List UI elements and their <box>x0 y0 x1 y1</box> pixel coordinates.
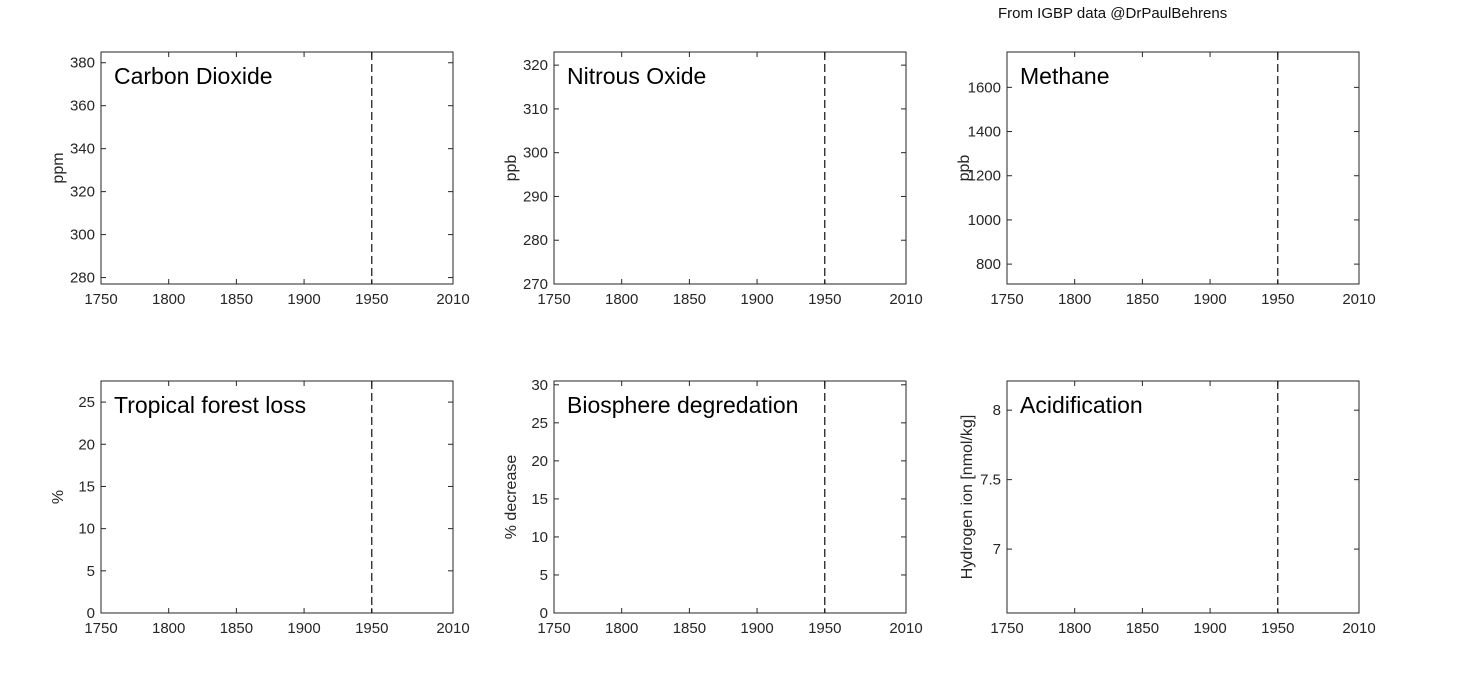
axes-box <box>1006 380 1360 614</box>
y-tick-label: 1400 <box>968 124 1001 141</box>
x-tick-label: 1950 <box>355 291 388 308</box>
axes-box <box>1006 51 1360 285</box>
x-tick-label: 1800 <box>1058 291 1091 308</box>
x-tick-label: 1750 <box>84 620 117 637</box>
panel-title: Nitrous Oxide <box>567 63 706 89</box>
panel-title: Carbon Dioxide <box>114 63 273 89</box>
panel-title: Methane <box>1020 63 1110 89</box>
x-tick-label: 1850 <box>220 291 253 308</box>
panel-title: Biosphere degredation <box>567 392 798 418</box>
x-tick-label: 1850 <box>673 620 706 637</box>
x-tick-label: 1750 <box>537 291 570 308</box>
y-tick-label: 280 <box>70 270 95 287</box>
y-tick-label: 1200 <box>968 168 1001 185</box>
x-tick-label: 1900 <box>287 291 320 308</box>
x-tick-label: 1950 <box>808 291 841 308</box>
y-tick-label: 380 <box>70 55 95 72</box>
x-tick-label: 1750 <box>990 620 1023 637</box>
y-tick-label: 0 <box>540 605 548 622</box>
axes-box <box>553 380 907 614</box>
x-tick-label: 2010 <box>436 620 469 637</box>
y-axis-label: ppm <box>50 152 67 183</box>
y-axis-label: % decrease <box>503 455 520 540</box>
y-tick-label: 310 <box>523 101 548 118</box>
x-tick-label: 1800 <box>605 291 638 308</box>
y-tick-label: 20 <box>78 436 95 453</box>
x-tick-label: 1950 <box>1261 620 1294 637</box>
y-axis-label: Hydrogen ion [nmol/kg] <box>959 415 976 580</box>
x-tick-label: 1850 <box>1126 291 1159 308</box>
panel-title: Acidification <box>1020 392 1143 418</box>
y-tick-label: 25 <box>78 394 95 411</box>
y-tick-label: 15 <box>531 491 548 508</box>
x-tick-label: 1900 <box>740 291 773 308</box>
subplot-1: 1750 1800 1850 1900 1950 2010 280 300 320 340 360 3… <box>50 51 470 308</box>
x-tick-label: 1800 <box>605 620 638 637</box>
y-tick-label: 25 <box>531 415 548 432</box>
y-tick-label: 300 <box>70 227 95 244</box>
x-tick-label: 2010 <box>1342 620 1375 637</box>
subplot-4: 1750 1800 1850 1900 1950 2010 0 5 10 15 20 25% Tropi… <box>50 380 470 637</box>
axes-box <box>100 51 454 285</box>
y-tick-label: 320 <box>523 57 548 74</box>
y-tick-label: 0 <box>87 605 95 622</box>
y-tick-label: 1600 <box>968 79 1001 96</box>
y-tick-label: 800 <box>976 256 1001 273</box>
y-tick-label: 5 <box>540 567 548 584</box>
panel-title: Tropical forest loss <box>114 392 306 418</box>
x-tick-label: 2010 <box>436 291 469 308</box>
credit-text: From IGBP data @DrPaulBehrens <box>998 5 1228 22</box>
x-tick-label: 1850 <box>1126 620 1159 637</box>
x-tick-label: 1750 <box>537 620 570 637</box>
x-tick-label: 1750 <box>990 291 1023 308</box>
y-tick-label: 10 <box>531 529 548 546</box>
x-tick-label: 2010 <box>889 291 922 308</box>
y-axis-label: ppb <box>503 155 520 182</box>
x-tick-label: 1950 <box>355 620 388 637</box>
y-tick-label: 340 <box>70 141 95 158</box>
x-tick-label: 1950 <box>1261 291 1294 308</box>
y-tick-label: 10 <box>78 521 95 538</box>
y-tick-label: 20 <box>531 453 548 470</box>
subplot-5: 1750 1800 1850 1900 1950 2010 0 5 10 15 20 25 30 % de… <box>503 377 923 637</box>
subplot-2: 1750 1800 1850 1900 1950 2010 270 280 290 300 310 3… <box>503 51 923 308</box>
x-tick-label: 1900 <box>740 620 773 637</box>
x-tick-label: 1900 <box>287 620 320 637</box>
x-tick-label: 1750 <box>84 291 117 308</box>
y-tick-label: 290 <box>523 188 548 205</box>
subplot-6: 1750 1800 1850 1900 1950 2010 7 7.5 8 Hydrogen io… <box>959 380 1376 637</box>
y-axis-label: % <box>50 490 67 504</box>
y-tick-label: 7 <box>993 541 1001 558</box>
y-tick-label: 280 <box>523 232 548 249</box>
y-tick-label: 1000 <box>968 212 1001 229</box>
subplot-3: 1750 1800 1850 1900 1950 2010 800 1000 1200 1400 1… <box>956 51 1376 308</box>
x-tick-label: 1900 <box>1193 291 1226 308</box>
x-tick-label: 1800 <box>152 620 185 637</box>
x-tick-label: 1850 <box>220 620 253 637</box>
y-tick-label: 270 <box>523 276 548 293</box>
axes-box <box>553 51 907 285</box>
y-axis-label: ppb <box>956 155 973 182</box>
y-tick-label: 360 <box>70 98 95 115</box>
y-tick-label: 300 <box>523 145 548 162</box>
x-tick-label: 1800 <box>152 291 185 308</box>
y-tick-label: 8 <box>993 402 1001 419</box>
y-tick-label: 7.5 <box>980 472 1001 489</box>
y-tick-label: 30 <box>531 377 548 394</box>
y-tick-label: 320 <box>70 184 95 201</box>
x-tick-label: 1900 <box>1193 620 1226 637</box>
x-tick-label: 2010 <box>1342 291 1375 308</box>
x-tick-label: 1850 <box>673 291 706 308</box>
axes-box <box>100 380 454 614</box>
x-tick-label: 1950 <box>808 620 841 637</box>
y-tick-label: 5 <box>87 563 95 580</box>
x-tick-label: 2010 <box>889 620 922 637</box>
y-tick-label: 15 <box>78 478 95 495</box>
x-tick-label: 1800 <box>1058 620 1091 637</box>
